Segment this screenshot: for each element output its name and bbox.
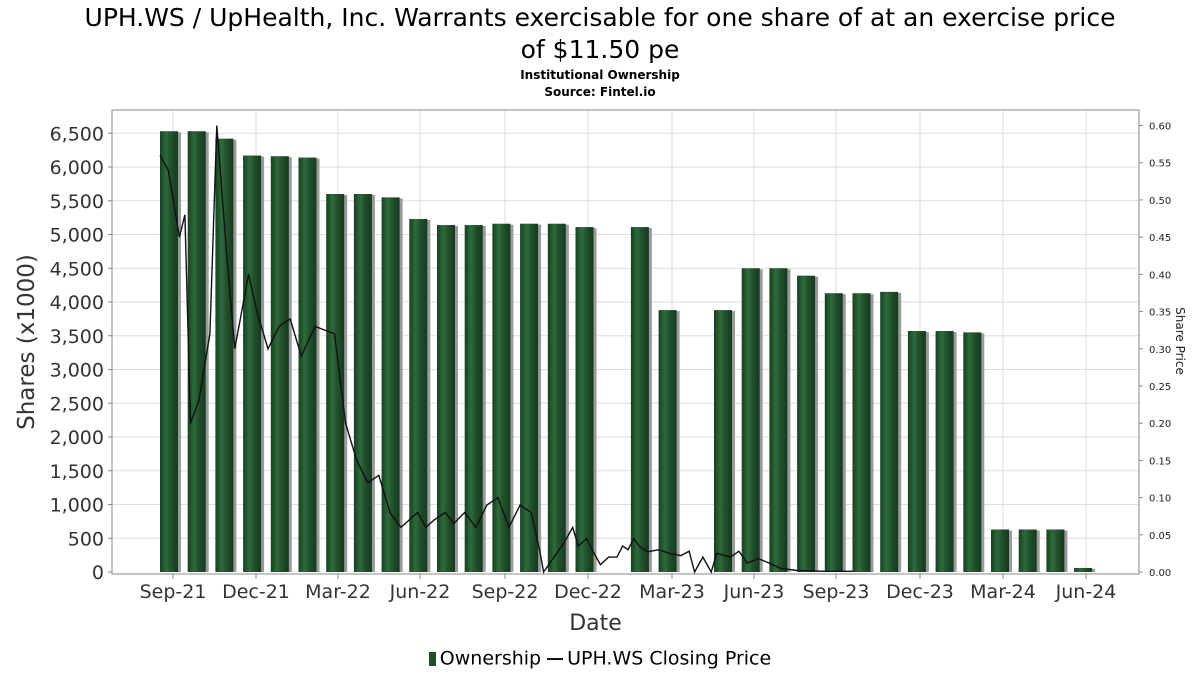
ownership-bar	[520, 223, 539, 572]
ownership-bar	[907, 331, 926, 572]
ownership-bar	[852, 293, 871, 572]
y-tick-label: 1,500	[50, 461, 104, 483]
x-tick-label: Jun-23	[723, 581, 785, 603]
ownership-bar	[1018, 529, 1037, 572]
ownership-bar	[464, 225, 483, 573]
y2-tick-label: 0.25	[1149, 382, 1171, 393]
ownership-bar	[575, 227, 594, 572]
ownership-bar	[991, 529, 1009, 572]
y-tick-label: 1,000	[50, 495, 104, 517]
y-tick-label: 2,500	[50, 393, 104, 415]
y-tick-label: 0	[92, 562, 104, 584]
y-tick-label: 5,500	[50, 191, 104, 213]
ownership-bar	[824, 293, 843, 572]
x-tick-label: Mar-22	[305, 581, 371, 603]
ownership-bar	[547, 223, 566, 572]
chart-legend: Ownership UPH.WS Closing Price	[0, 647, 1200, 670]
ownership-bar	[437, 225, 455, 573]
ownership-bar	[187, 131, 206, 572]
chart-plot: 0 500 1,000 1,500 2,000 2,500 3,000 3,500 4,000 4…	[14, 109, 1187, 636]
ownership-legend-label: Ownership	[439, 647, 542, 670]
chart-title: UPH.WS / UpHealth, Inc. Warrants exercis…	[0, 2, 1200, 66]
y2-tick-label: 0.35	[1149, 308, 1171, 319]
x-tick-label: Sep-21	[140, 581, 207, 603]
y2-tick-label: 0.60	[1149, 122, 1171, 133]
x-tick-label: Dec-23	[886, 581, 954, 603]
y-tick-label: 500	[68, 528, 104, 550]
price-legend-swatch	[547, 657, 564, 660]
ownership-bar	[353, 194, 372, 572]
x-tick-label: Mar-23	[639, 581, 705, 603]
ownership-bar	[769, 268, 788, 572]
y-tick-label: 5,000	[50, 225, 104, 247]
x-tick-label: Sep-22	[472, 581, 539, 603]
y-tick-label: 2,000	[50, 427, 104, 449]
x-tick-label: Mar-24	[970, 581, 1036, 603]
chart-title-line-2: of $11.50 pe	[520, 35, 680, 64]
y2-tick-label: 0.30	[1149, 345, 1171, 356]
y2-tick-label: 0.15	[1149, 456, 1171, 467]
x-tick-label: Sep-23	[803, 581, 870, 603]
y-tick-label: 6,500	[50, 123, 104, 145]
x-tick-label: Dec-21	[222, 581, 290, 603]
ownership-bar	[935, 331, 954, 572]
y2-tick-label: 0.10	[1149, 494, 1171, 505]
price-legend-label: UPH.WS Closing Price	[567, 647, 772, 670]
chart-source: Source: Fintel.io	[544, 85, 656, 99]
ownership-bar	[215, 138, 234, 572]
y2-tick-label: 0.50	[1149, 196, 1171, 207]
x-axis-title: Date	[569, 611, 622, 636]
y2-tick-label: 0.05	[1149, 531, 1171, 542]
ownership-bar	[492, 223, 511, 572]
ownership-legend-swatch	[428, 651, 436, 666]
y-axis-title: Shares (x1000)	[14, 254, 40, 430]
ownership-bar	[298, 157, 317, 573]
y-tick-label: 3,500	[50, 326, 104, 348]
y-tick-label: 3,000	[50, 360, 104, 382]
y2-tick-label: 0.55	[1149, 159, 1171, 170]
ownership-bar	[1046, 529, 1065, 572]
chart-subtitle: Institutional Ownership	[520, 68, 680, 82]
ownership-bar	[243, 155, 262, 572]
y2-axis-title: Share Price	[1173, 307, 1187, 375]
ownership-bar	[714, 310, 732, 572]
ownership-bar	[963, 332, 982, 572]
ownership-bar	[741, 268, 760, 572]
y2-tick-label: 0.45	[1149, 233, 1171, 244]
plot-frame-border	[111, 109, 1140, 575]
ownership-bar	[326, 194, 345, 572]
ownership-bar	[1074, 567, 1093, 572]
ownership-bar	[381, 197, 400, 572]
ownership-bar	[880, 291, 899, 572]
ownership-bar	[409, 218, 428, 572]
ownership-bar	[797, 275, 816, 572]
x-tick-label: Dec-22	[554, 581, 622, 603]
y-tick-label: 4,000	[50, 292, 104, 314]
price-line	[159, 125, 853, 574]
y2-tick-label: 0.00	[1149, 568, 1171, 579]
ownership-bar	[160, 131, 178, 572]
y-tick-label: 6,000	[50, 157, 104, 179]
x-tick-label: Jun-22	[389, 581, 451, 603]
y2-tick-label: 0.40	[1149, 270, 1171, 281]
chart-title-line-1: UPH.WS / UpHealth, Inc. Warrants exercis…	[84, 3, 1116, 32]
y-tick-label: 4,500	[50, 258, 104, 280]
x-tick-label: Jun-24	[1055, 581, 1117, 603]
ownership-bar	[630, 227, 649, 572]
ownership-bar	[658, 310, 677, 572]
y2-tick-label: 0.20	[1149, 419, 1171, 430]
ownership-bar	[270, 156, 289, 572]
